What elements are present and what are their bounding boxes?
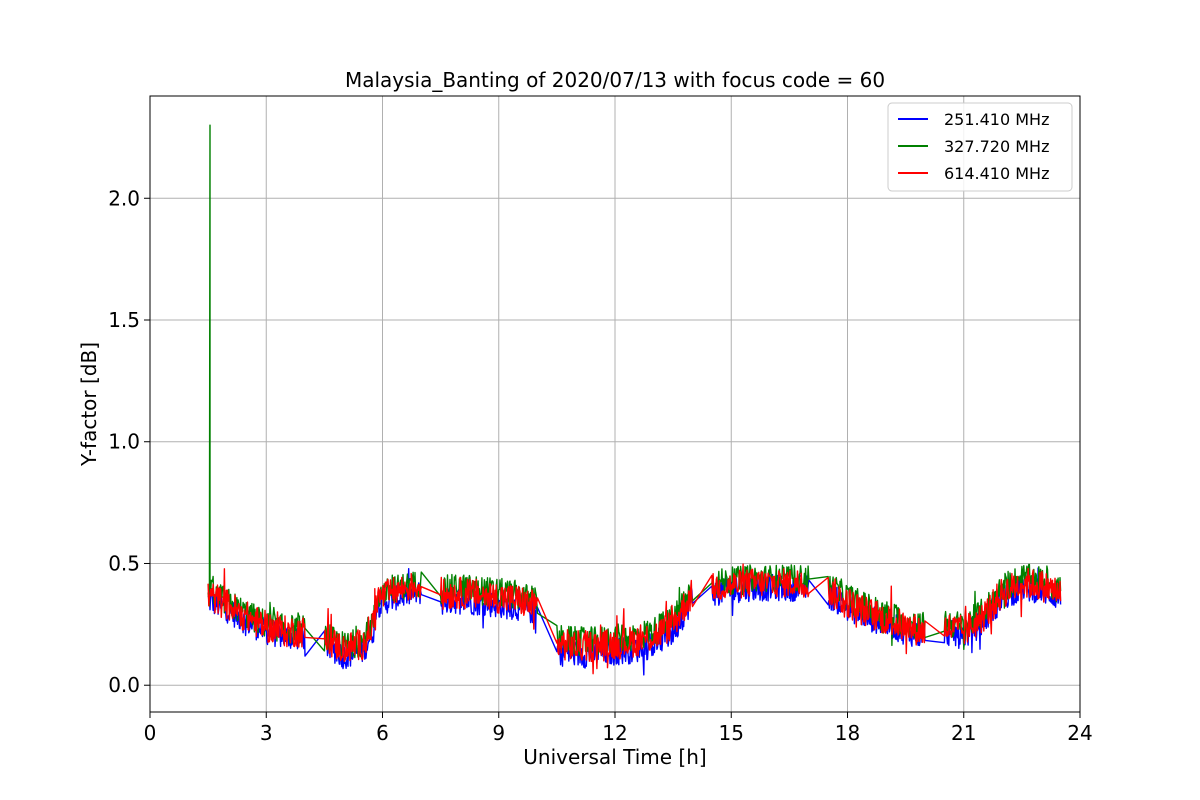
y-tick-label: 0.0 [108,673,140,697]
x-tick-label: 15 [719,721,744,745]
x-tick-label: 24 [1067,721,1092,745]
ticks: 0 3 6 9 12 15 18 21 24 0.0 0.5 1.0 1.5 2.0 [108,186,1093,745]
y-tick-label: 1.5 [108,308,140,332]
chart-title: Malaysia_Banting of 2020/07/13 with focu… [345,68,885,92]
x-tick-label: 12 [602,721,627,745]
series-layer [207,124,1062,676]
series-3 [207,563,1062,675]
legend: 251.410 MHz 327.720 MHz 614.410 MHz [887,102,1073,192]
x-tick-label: 18 [835,721,860,745]
y-tick-label: 0.5 [108,551,140,575]
x-tick-label: 21 [951,721,976,745]
x-tick-label: 0 [144,721,157,745]
legend-item: 327.720 MHz [898,137,1049,156]
legend-box [887,102,1073,192]
y-axis-label: Y-factor [dB] [77,342,101,467]
y-tick-label: 1.0 [108,430,140,454]
x-tick-label: 3 [260,721,273,745]
legend-item: 251.410 MHz [898,110,1049,129]
legend-label: 251.410 MHz [944,110,1049,129]
x-tick-label: 9 [492,721,505,745]
legend-label: 327.720 MHz [944,137,1049,156]
x-tick-label: 6 [376,721,389,745]
x-axis-label: Universal Time [h] [523,745,706,769]
legend-item: 614.410 MHz [898,164,1049,183]
y-tick-label: 2.0 [108,186,140,210]
series-line [207,563,1062,675]
legend-label: 614.410 MHz [944,164,1049,183]
